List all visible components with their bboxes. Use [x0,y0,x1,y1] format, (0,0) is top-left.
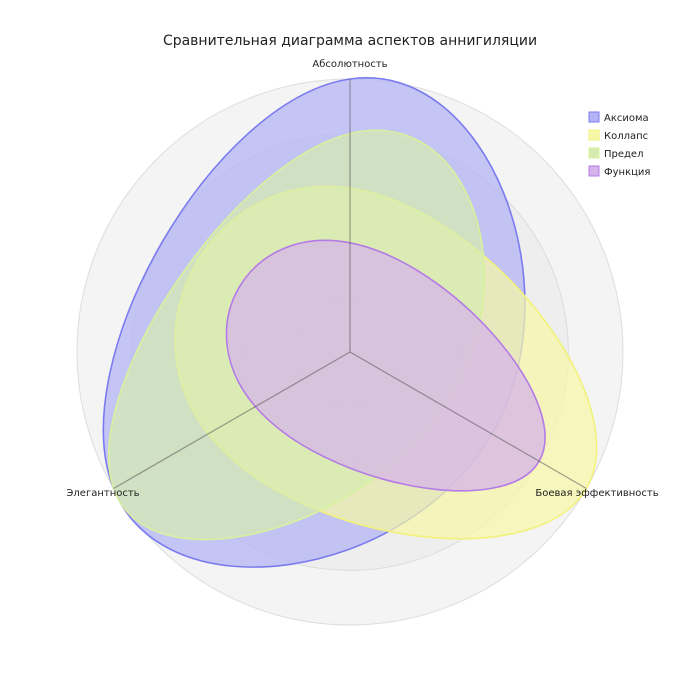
axis-spokes [113,79,587,490]
axis-label-combat-efficiency: Боевая эффективность [535,488,658,499]
legend: Аксиома Коллапс Предел Функция [588,111,650,178]
legend-label-funktsiya: Функция [604,167,650,178]
series-area-3 [225,239,546,492]
legend-label-predel: Предел [604,149,643,160]
axis-spoke-2 [113,351,351,490]
legend-label-axioma: Аксиома [604,113,649,124]
legend-swatch-axioma [588,111,600,123]
axis-spoke-1 [349,351,587,490]
legend-swatch-kollaps [588,129,600,141]
legend-swatch-funktsiya [588,165,600,177]
legend-label-kollaps: Коллапс [604,131,648,142]
axis-label-absoluteness: Абсолютность [312,59,387,70]
chart-title: Сравнительная диаграмма аспектов аннигил… [163,33,537,49]
legend-swatch-predel [588,147,600,159]
axis-label-elegance: Элегантность [66,488,139,499]
